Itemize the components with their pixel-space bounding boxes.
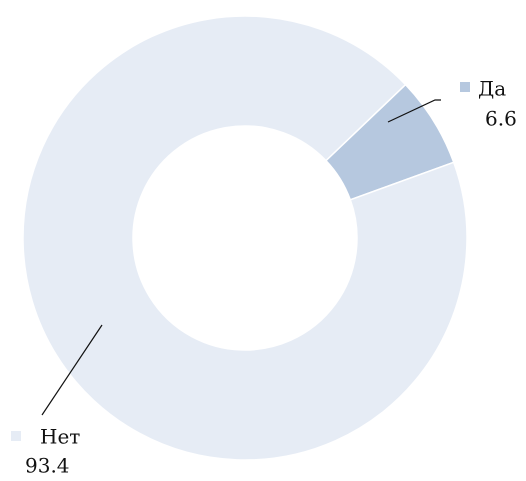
slice-label: Нет xyxy=(40,425,80,449)
slice-value: 6.6 xyxy=(485,107,517,131)
legend-swatch xyxy=(460,82,470,92)
legend-swatch xyxy=(11,431,21,441)
leader-line xyxy=(41,324,103,416)
donut-slice xyxy=(22,15,468,461)
leader-line xyxy=(387,99,441,123)
slice-value: 93.4 xyxy=(25,454,70,478)
slice-label: Да xyxy=(478,77,506,101)
